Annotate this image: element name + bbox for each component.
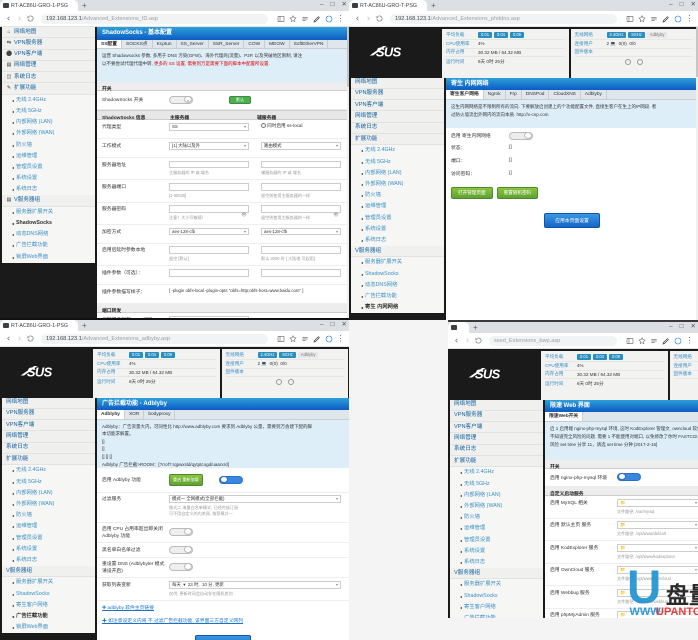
svg-text:SUS: SUS — [27, 365, 53, 380]
svg-text:SUS: SUS — [376, 45, 402, 60]
svg-text:SUS: SUS — [475, 367, 501, 382]
